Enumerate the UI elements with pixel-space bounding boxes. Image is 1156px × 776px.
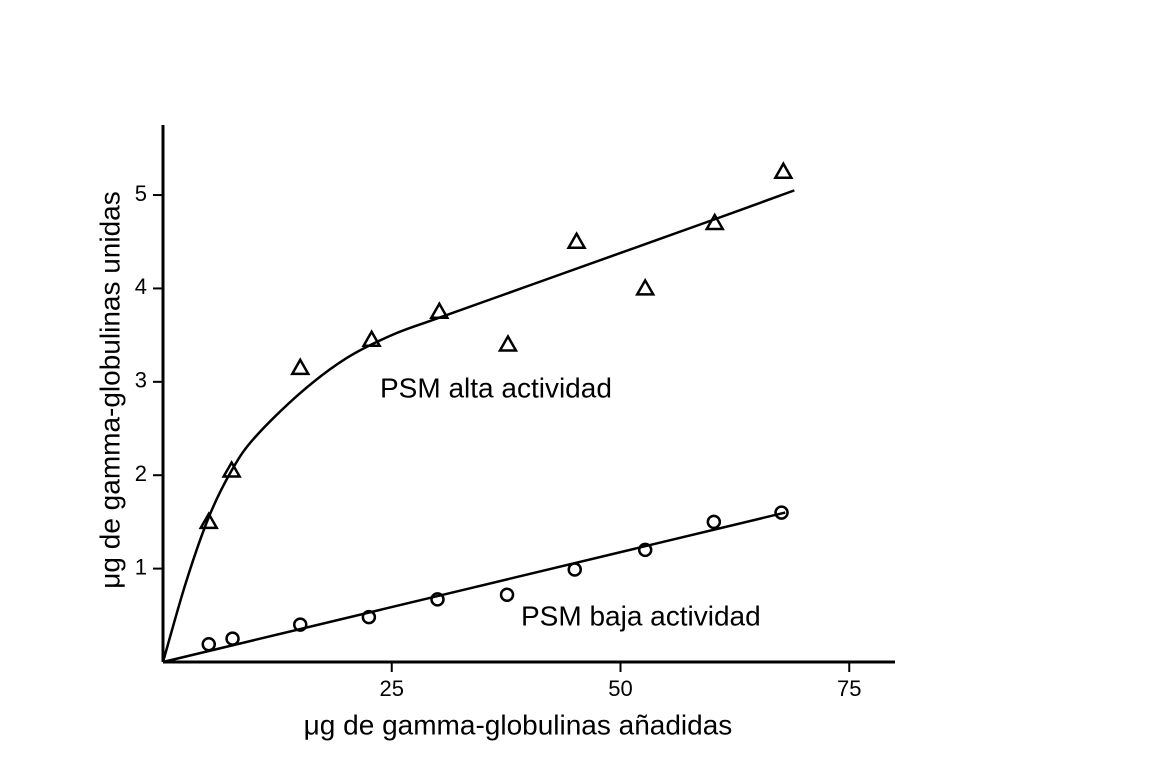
fit-curve — [161, 189, 795, 663]
triangle-marker — [429, 301, 450, 320]
circle-marker — [706, 514, 722, 530]
x-tick-label: 75 — [837, 676, 861, 701]
triangle-marker — [198, 511, 219, 530]
y-tick-label: 3 — [135, 368, 147, 393]
triangle-marker — [704, 212, 725, 231]
circle-marker — [430, 592, 445, 607]
triangle-marker — [221, 460, 242, 478]
circle-marker — [774, 505, 789, 520]
triangle-marker — [635, 277, 656, 296]
circle-marker — [201, 637, 216, 652]
fit-curve — [162, 511, 786, 664]
y-tick-label: 2 — [135, 461, 147, 486]
series-label: PSM alta actividad — [380, 372, 612, 403]
circle-marker — [293, 617, 308, 632]
circle-marker — [637, 542, 653, 558]
y-tick-label: 4 — [135, 274, 147, 299]
triangle-marker — [497, 333, 519, 352]
circle-marker — [499, 587, 515, 603]
circle-marker — [567, 562, 582, 577]
y-tick-label: 1 — [135, 554, 147, 579]
triangle-marker — [566, 231, 587, 249]
circle-marker — [225, 631, 240, 646]
triangle-marker — [773, 161, 794, 179]
series-label: PSM baja actividad — [521, 600, 761, 631]
triangle-marker — [361, 329, 382, 348]
x-tick-label: 25 — [380, 676, 404, 701]
x-tick-label: 50 — [608, 676, 632, 701]
circle-marker — [361, 609, 377, 625]
y-axis-label: μg de gamma-globulinas unidas — [94, 191, 125, 588]
x-axis-label: μg de gamma-globulinas añadidas — [304, 709, 733, 740]
y-tick-label: 5 — [135, 181, 147, 206]
triangle-marker — [290, 357, 311, 376]
